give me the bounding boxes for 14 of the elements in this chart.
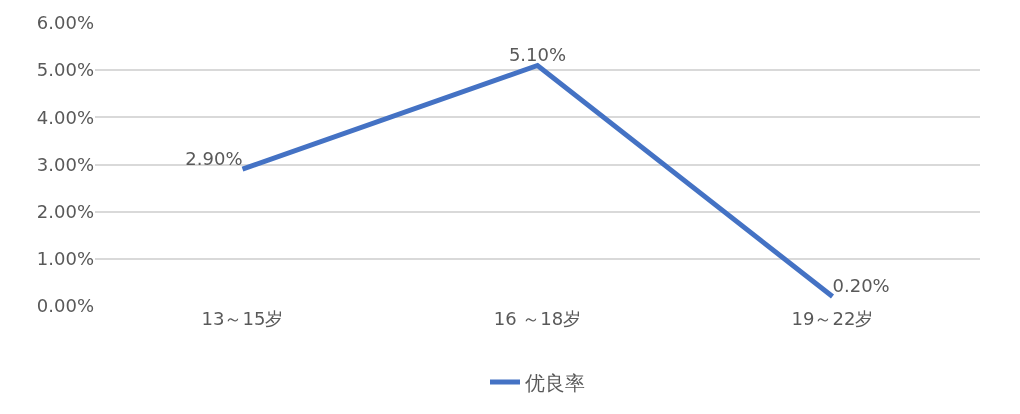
- y-tick-label: 6.00%: [36, 12, 94, 34]
- y-tick-label: 1.00%: [36, 248, 94, 270]
- y-tick-label: 4.00%: [36, 106, 94, 128]
- x-tick-label: 13～15岁: [201, 308, 284, 329]
- data-label: 0.20%: [832, 275, 890, 297]
- x-tick-label: 19～22岁: [791, 308, 874, 329]
- x-tick-label: 16 ～18岁: [493, 308, 582, 329]
- y-tick-label: 3.00%: [36, 153, 94, 175]
- data-label: 2.90%: [185, 147, 243, 169]
- y-tick-label: 5.00%: [36, 59, 94, 81]
- y-tick-label: 0.00%: [36, 295, 94, 317]
- y-tick-label: 2.00%: [36, 200, 94, 222]
- legend-label: 优良率: [525, 370, 585, 395]
- data-label: 5.10%: [508, 43, 567, 65]
